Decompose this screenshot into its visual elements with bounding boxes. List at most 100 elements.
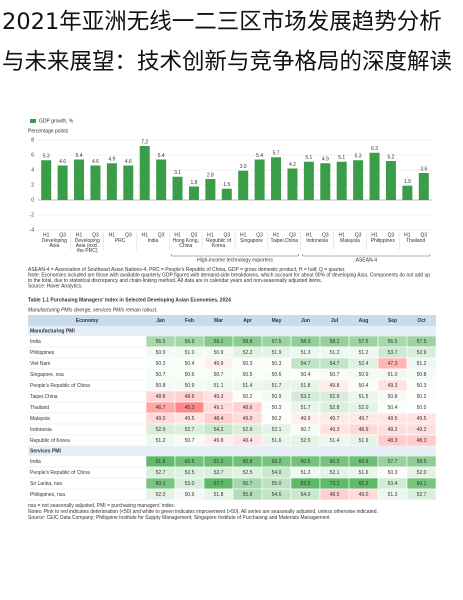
bar	[90, 165, 101, 200]
column-header: Sep	[388, 318, 397, 324]
y-tick-label: -2	[30, 212, 35, 218]
bar	[303, 161, 314, 200]
cell-value: 56.5	[388, 339, 398, 345]
y-tick-label: 6	[31, 152, 34, 158]
x-tick-label: H1	[273, 232, 280, 238]
cell-value: 51.9	[272, 350, 282, 356]
cell-value: 49.8	[214, 438, 224, 444]
x-tick-label: Q3	[256, 232, 263, 238]
x-tick-label: H1	[404, 232, 411, 238]
cell-value: 56.5	[156, 339, 166, 345]
cell-value: 49.5	[417, 416, 427, 422]
cell-value: 52.9	[330, 394, 340, 400]
x-tick-label: H1	[142, 232, 149, 238]
cell-value: 52.9	[156, 427, 166, 433]
cell-value: 50.4	[359, 383, 369, 389]
y-axis-label: Percentage points	[28, 128, 69, 134]
cell-value: 58.3	[301, 339, 311, 345]
cell-value: 50.9	[185, 492, 195, 498]
column-header: Jun	[301, 318, 310, 324]
bar	[418, 173, 429, 200]
bar	[156, 159, 167, 200]
cell-value: 47.3	[388, 361, 398, 367]
row-label: Taipei,China	[30, 394, 58, 400]
column-header: Jul	[331, 318, 339, 324]
cell-value: 56.9	[185, 339, 195, 345]
cell-value: 52.5	[243, 470, 253, 476]
bracket-label: ASEAN-4	[356, 257, 378, 263]
bar	[254, 159, 265, 200]
cell-value: 48.3	[388, 438, 398, 444]
cell-value: 52.1	[272, 427, 282, 433]
cell-value: 49.3	[330, 427, 340, 433]
header-row	[28, 315, 436, 326]
cell-value: 50.9	[359, 372, 369, 378]
cell-value: 51.8	[214, 492, 224, 498]
cell-value: 57.7	[388, 459, 398, 465]
cell-value: 48.6	[243, 405, 253, 411]
row-label: Philippines	[30, 350, 55, 356]
y-tick-label: 8	[31, 137, 34, 143]
value-label: 4.9	[108, 157, 115, 163]
cell-value: 60.3	[330, 459, 340, 465]
cell-value: 50.8	[388, 394, 398, 400]
x-tick-label: Q3	[191, 232, 198, 238]
cell-value: 49.0	[156, 416, 166, 422]
table-note: Source: CEIC Data Company; Philippine In…	[28, 515, 331, 521]
cell-value: 49.7	[359, 416, 369, 422]
cell-value: 50.4	[301, 372, 311, 378]
cell-value: 50.3	[272, 361, 282, 367]
bracket	[171, 254, 299, 257]
bar	[287, 168, 298, 200]
group-label: Philippines	[371, 238, 396, 244]
x-tick-label: H1	[207, 232, 214, 238]
bar	[402, 185, 413, 200]
cell-value: 50.6	[185, 372, 195, 378]
section-label: Services PMI	[30, 448, 61, 454]
cell-value: 50.2	[272, 416, 282, 422]
bar	[41, 160, 52, 200]
cell-value: 48.8	[156, 394, 166, 400]
cell-value: 51.2	[417, 361, 427, 367]
group-label: Republic of Korea	[206, 238, 232, 249]
cell-value: 52.7	[156, 470, 166, 476]
cell-value: 48.9	[359, 427, 369, 433]
x-tick-label: Q3	[289, 232, 296, 238]
cell-value: 50.3	[417, 383, 427, 389]
bar	[123, 165, 134, 200]
group-label: Indonesia	[306, 238, 328, 244]
row-label: Indonesia	[30, 427, 52, 433]
cell-value: 51.2	[156, 438, 166, 444]
value-label: 5.3	[355, 154, 362, 160]
cell-value: 49.4	[243, 438, 253, 444]
value-label: 5.1	[338, 155, 345, 161]
cell-value: 55.0	[272, 481, 282, 487]
cell-value: 52.7	[214, 470, 224, 476]
cell-value: 51.7	[301, 405, 311, 411]
y-tick-label: 4	[31, 167, 34, 173]
cell-value: 50.3	[388, 470, 398, 476]
cell-value: 49.2	[417, 427, 427, 433]
cell-value: 49.8	[330, 383, 340, 389]
value-label: 4.9	[322, 157, 329, 163]
group-label: Malaysia	[340, 238, 360, 244]
value-label: 1.8	[190, 180, 197, 186]
y-tick-label: -4	[30, 227, 35, 233]
table-subtitle: Manufacturing PMIs diverge, services PMI…	[28, 307, 158, 313]
cell-value: 52.9	[417, 350, 427, 356]
cell-value: 52.8	[330, 405, 340, 411]
cell-value: 60.9	[359, 459, 369, 465]
x-tick-label: Q3	[125, 232, 132, 238]
cell-value: 48.6	[185, 394, 195, 400]
value-label: 3.9	[240, 164, 247, 170]
cell-value: 50.3	[272, 405, 282, 411]
cell-value: 50.3	[156, 361, 166, 367]
cell-value: 50.2	[417, 394, 427, 400]
cell-value: 51.2	[301, 470, 311, 476]
cell-value: 51.2	[330, 350, 340, 356]
legend-swatch	[30, 119, 36, 123]
cell-value: 52.0	[301, 438, 311, 444]
cell-value: 50.0	[417, 405, 427, 411]
